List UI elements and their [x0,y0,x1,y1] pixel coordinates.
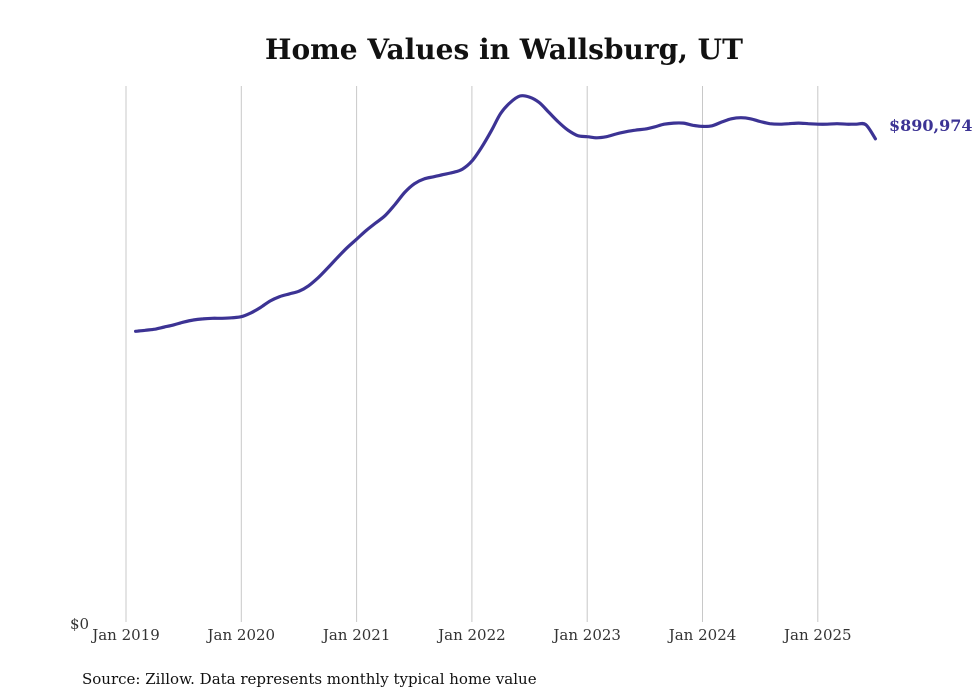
x-tick-label: Jan 2019 [90,626,160,644]
x-tick-label: Jan 2024 [667,626,737,644]
x-tick-label: Jan 2025 [782,626,852,644]
end-value-label: $890,974 [889,116,973,135]
chart-title: Home Values in Wallsburg, UT [265,33,743,66]
x-tick-label: Jan 2020 [206,626,276,644]
x-axis-ticks: Jan 2019 Jan 2020 Jan 2021 Jan 2022 Jan 2023… [90,626,851,644]
x-tick-label: Jan 2022 [436,626,506,644]
y-tick-label-zero: $0 [70,615,89,633]
x-tick-label: Jan 2023 [551,626,621,644]
gridlines [125,86,819,622]
series-line [134,94,877,333]
x-tick-label: Jan 2021 [321,626,391,644]
source-note: Source: Zillow. Data represents monthly … [82,670,537,688]
